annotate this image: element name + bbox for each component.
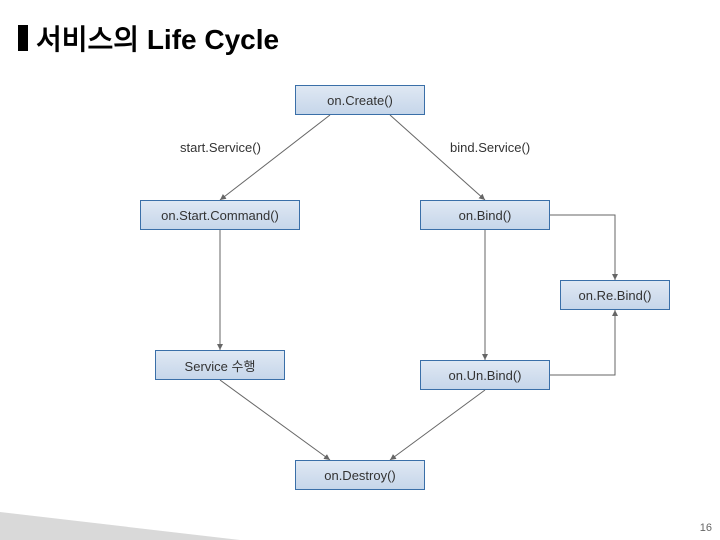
title-bar: 서비스의 Life Cycle — [18, 18, 279, 58]
node-onunbind: on.Un.Bind() — [420, 360, 550, 390]
node-ondestroy: on.Destroy() — [295, 460, 425, 490]
title-bullet — [18, 25, 28, 51]
label-startservice: start.Service() — [180, 140, 261, 155]
node-label: on.Un.Bind() — [449, 368, 522, 383]
node-onrebind: on.Re.Bind() — [560, 280, 670, 310]
node-label: Service 수행 — [185, 356, 256, 375]
node-label: on.Bind() — [459, 208, 512, 223]
node-label: on.Start.Command() — [161, 208, 279, 223]
page-number: 16 — [700, 522, 712, 534]
node-onstartcommand: on.Start.Command() — [140, 200, 300, 230]
footer-wedge — [0, 512, 240, 540]
page-title: 서비스의 Life Cycle — [36, 18, 279, 58]
node-onbind: on.Bind() — [420, 200, 550, 230]
node-servicerun: Service 수행 — [155, 350, 285, 380]
node-label: on.Destroy() — [324, 468, 396, 483]
label-bindservice: bind.Service() — [450, 140, 530, 155]
node-label: on.Re.Bind() — [579, 288, 652, 303]
node-oncreate: on.Create() — [295, 85, 425, 115]
edges-layer — [0, 0, 720, 540]
node-label: on.Create() — [327, 93, 393, 108]
